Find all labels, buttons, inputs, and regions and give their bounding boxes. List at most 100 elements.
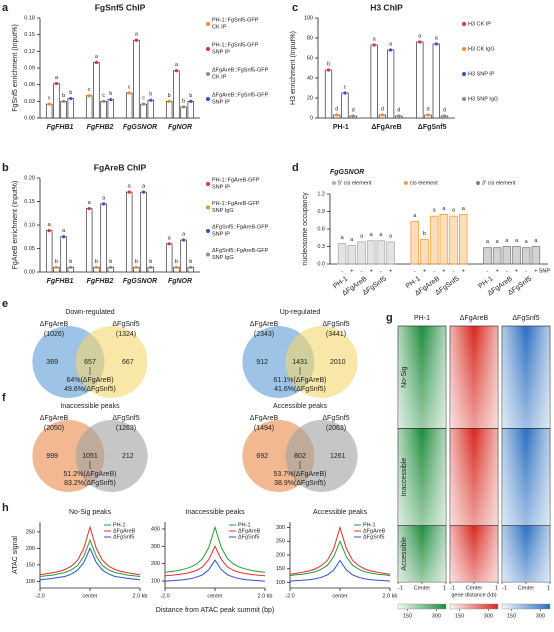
significance-letter: c bbox=[88, 87, 91, 93]
colorbar bbox=[397, 603, 447, 610]
treatment-label: - bbox=[487, 268, 489, 274]
legend-label: ΔFgAreB::FgSnf5-GFP SNP IP bbox=[212, 93, 270, 106]
significance-letter: b bbox=[55, 259, 58, 265]
x-tick-label: Center bbox=[466, 585, 483, 591]
venn-title: Accessible peaks bbox=[273, 403, 328, 410]
significance-letter: a bbox=[62, 228, 66, 234]
significance-letter: a bbox=[505, 238, 509, 244]
column-title: ΔFgSnf5 bbox=[512, 315, 539, 322]
bar-dot bbox=[109, 265, 113, 269]
x-tick-label: -1 bbox=[502, 585, 507, 591]
region-count: 999 bbox=[46, 453, 58, 460]
heatmap-fade bbox=[398, 525, 446, 582]
bar-dot bbox=[94, 60, 98, 65]
region-count: 2010 bbox=[330, 359, 346, 366]
bar bbox=[107, 99, 115, 119]
y-tick-label: 0.0 bbox=[317, 261, 325, 267]
colorbar-tick-label: 150 bbox=[403, 613, 412, 619]
bar-dot bbox=[47, 102, 51, 106]
colorbar-tick-label: 150 bbox=[455, 613, 464, 619]
y-tick-label: 0.03 bbox=[24, 99, 35, 105]
bar bbox=[180, 106, 187, 119]
bar-dot bbox=[62, 235, 66, 239]
y-axis-label: FgAreB enrichment (Input%) bbox=[12, 181, 19, 270]
heatmap-fade bbox=[450, 525, 498, 582]
set-name: ΔFgSnf5 bbox=[322, 415, 349, 422]
treatment-label: + bbox=[442, 268, 445, 274]
significance-letter: d bbox=[381, 106, 384, 112]
profile-line bbox=[39, 547, 141, 581]
legend-marker bbox=[476, 181, 480, 185]
profile-line bbox=[164, 559, 266, 582]
overlap-label: 51.2%(ΔFgAreB) bbox=[64, 471, 117, 478]
bar bbox=[45, 230, 53, 273]
significance-letter: a bbox=[442, 206, 446, 212]
bar bbox=[386, 49, 395, 119]
bar-dot bbox=[174, 265, 178, 269]
bar-dot bbox=[87, 94, 91, 98]
bar-dot bbox=[94, 265, 98, 269]
x-tick-label: 2.0 kb bbox=[383, 593, 398, 599]
overlap-label: 64%(ΔFgAreB) bbox=[66, 377, 113, 384]
y-tick-label: 0.06 bbox=[24, 82, 35, 88]
bar-dot bbox=[326, 68, 331, 72]
bar bbox=[180, 239, 187, 273]
y-tick-label: 0.18 bbox=[24, 15, 35, 21]
x-tick-label: FgGSNOR bbox=[123, 278, 157, 285]
bar bbox=[366, 240, 376, 265]
bar-dot bbox=[109, 98, 113, 102]
bar-dot bbox=[389, 48, 393, 52]
legend-label: 5' cis element bbox=[338, 180, 372, 186]
bar-dot bbox=[142, 102, 146, 106]
region-count: 802 bbox=[294, 453, 306, 460]
set-name: ΔFgSnf5 bbox=[112, 415, 139, 422]
x-tick-label: ΔFgSnf5 bbox=[418, 124, 447, 131]
x-tick-label: 2.0 kb bbox=[133, 593, 148, 599]
x-tick-label: 1 bbox=[443, 585, 446, 591]
significance-letter: a bbox=[360, 233, 364, 239]
significance-letter: a bbox=[55, 75, 59, 81]
treatment-label: - bbox=[506, 268, 508, 274]
y-tick-label: 200 bbox=[276, 552, 285, 558]
bar-dot bbox=[102, 202, 106, 206]
significance-letter: d bbox=[443, 107, 446, 113]
y-tick-label: 400 bbox=[151, 526, 160, 532]
bar bbox=[60, 100, 67, 119]
row-group-label: No-Sig bbox=[401, 366, 408, 388]
bar bbox=[531, 246, 541, 265]
y-tick-label: 0.09 bbox=[24, 65, 35, 71]
region-count: 912 bbox=[256, 359, 268, 366]
panel-label: a bbox=[2, 2, 9, 14]
y-tick-label: 80 bbox=[307, 35, 313, 41]
significance-letter: a bbox=[389, 233, 393, 239]
bar-dot bbox=[182, 238, 186, 242]
x-tick-label: -1 bbox=[398, 585, 403, 591]
chart-title: FgGSNOR bbox=[330, 169, 364, 176]
legend-marker bbox=[462, 72, 466, 76]
significance-letter: b bbox=[149, 259, 152, 265]
bar-dot bbox=[182, 105, 186, 109]
bar bbox=[420, 239, 429, 265]
legend-marker bbox=[404, 181, 408, 185]
heatmap-fade bbox=[502, 428, 550, 526]
significance-letter: a bbox=[452, 208, 456, 214]
bar bbox=[187, 100, 195, 119]
legend-label: cis element bbox=[410, 180, 438, 186]
significance-letter: a bbox=[168, 235, 172, 241]
significance-letter: b bbox=[135, 259, 138, 265]
bar bbox=[45, 103, 53, 119]
y-tick-label: 300 bbox=[276, 525, 285, 531]
bar bbox=[337, 243, 347, 265]
significance-letter: a bbox=[182, 231, 186, 237]
overlap-label: 38.9%(ΔFgSnf5) bbox=[274, 480, 326, 487]
x-tick-label: -2.0 bbox=[35, 593, 44, 599]
set-name: ΔFgSnf5 bbox=[112, 321, 139, 328]
significance-letter: a bbox=[48, 222, 52, 228]
profile-line bbox=[164, 545, 266, 577]
heatmap-fade bbox=[398, 326, 446, 429]
overlap-label: 41.6%(ΔFgSnf5) bbox=[274, 386, 326, 393]
bar bbox=[376, 240, 386, 265]
y-tick-label: 0.20 bbox=[24, 175, 35, 181]
bar-dot bbox=[142, 190, 146, 194]
